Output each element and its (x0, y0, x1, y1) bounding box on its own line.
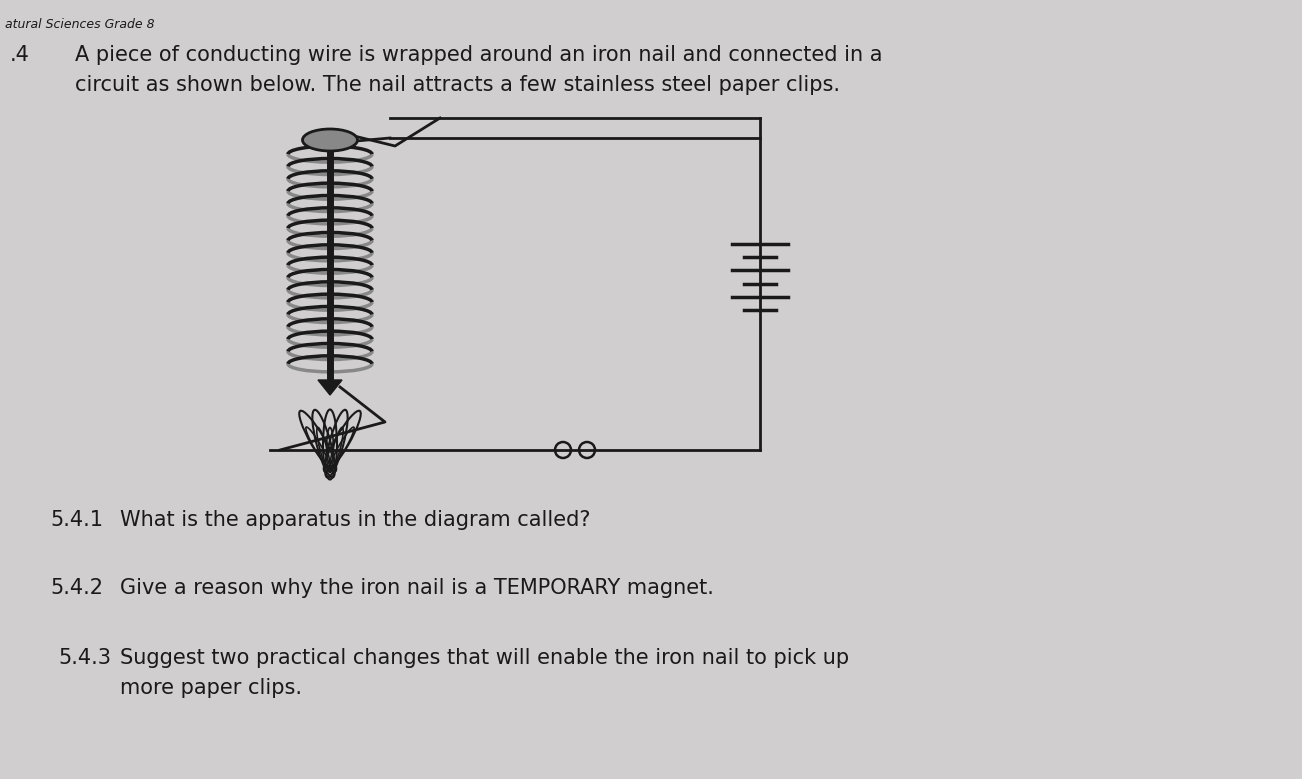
Text: 5.4.1: 5.4.1 (49, 510, 103, 530)
Text: 5.4.2: 5.4.2 (49, 578, 103, 598)
Text: A piece of conducting wire is wrapped around an iron nail and connected in a: A piece of conducting wire is wrapped ar… (76, 45, 883, 65)
Ellipse shape (302, 129, 358, 151)
Text: What is the apparatus in the diagram called?: What is the apparatus in the diagram cal… (120, 510, 591, 530)
Text: more paper clips.: more paper clips. (120, 678, 302, 698)
Text: circuit as shown below. The nail attracts a few stainless steel paper clips.: circuit as shown below. The nail attract… (76, 75, 840, 95)
Text: 5.4.3: 5.4.3 (59, 648, 111, 668)
Text: Give a reason why the iron nail is a TEMPORARY magnet.: Give a reason why the iron nail is a TEM… (120, 578, 713, 598)
Text: atural Sciences Grade 8: atural Sciences Grade 8 (5, 18, 155, 31)
Text: .4: .4 (10, 45, 30, 65)
Text: Suggest two practical changes that will enable the iron nail to pick up: Suggest two practical changes that will … (120, 648, 849, 668)
Polygon shape (318, 380, 342, 395)
